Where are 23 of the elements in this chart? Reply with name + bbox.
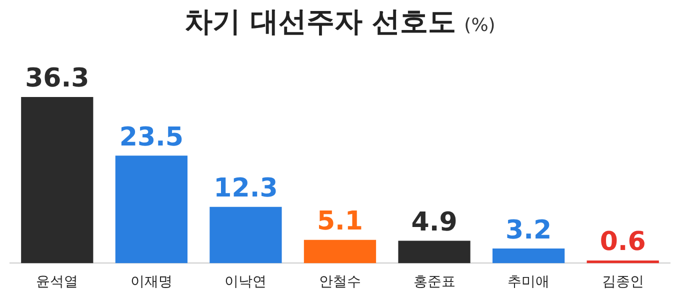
x-tick-label: 김종인: [602, 274, 644, 290]
x-tick-label: 홍준표: [413, 274, 456, 290]
data-label: 0.6: [600, 227, 646, 258]
x-tick-label: 윤석열: [36, 274, 78, 290]
x-tick-label: 추미애: [508, 274, 550, 290]
chart-subtitle: (%): [464, 15, 496, 36]
data-label: 23.5: [119, 122, 184, 152]
bar: [304, 240, 376, 264]
bar: [398, 240, 470, 264]
data-label: 12.3: [214, 174, 278, 204]
data-label: 3.2: [506, 215, 552, 246]
bar: [210, 206, 282, 264]
x-tick-label: 이낙연: [224, 274, 267, 290]
data-label: 5.1: [316, 206, 364, 237]
bar: [586, 260, 659, 264]
data-label: 4.9: [411, 208, 458, 238]
data-label: 36.3: [25, 64, 90, 94]
bar: [492, 248, 565, 264]
bar: [115, 156, 188, 264]
bar: [21, 96, 94, 264]
x-tick-label: 이재명: [130, 274, 172, 290]
chart-title: 차기 대선주자 선호도: [184, 5, 456, 38]
x-tick-label: 안철수: [319, 274, 361, 290]
